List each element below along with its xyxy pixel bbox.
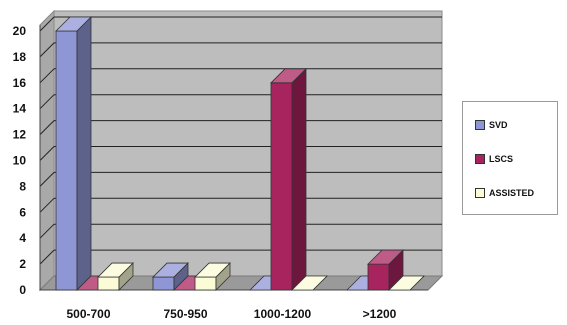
bar-top (55, 16, 92, 32)
gridline-side (39, 16, 55, 32)
bar-front (97, 276, 120, 291)
gridline-side (39, 249, 55, 265)
y-tick-label: 0 (19, 283, 26, 297)
gridline-side (39, 68, 55, 84)
legend-swatch-assisted (475, 188, 485, 198)
legend-label-svd: SVD (489, 120, 508, 130)
y-tick-label: 12 (13, 128, 27, 142)
bar-front (152, 276, 175, 291)
y-tick-label: 8 (19, 179, 26, 193)
gridline-side (39, 94, 55, 110)
y-tick-label: 18 (13, 50, 27, 64)
gridline-side (39, 120, 55, 135)
legend-swatch-lscs (475, 154, 485, 164)
bar-top (97, 262, 134, 278)
back-wall (53, 10, 443, 277)
y-tick-label: 10 (13, 154, 27, 168)
legend: SVD LSCS ASSISTED (462, 101, 558, 215)
bar-front (55, 30, 78, 291)
bar-top (367, 249, 404, 265)
bar-top (152, 262, 189, 278)
y-tick-label: 6 (19, 205, 26, 219)
bar-top (194, 262, 231, 278)
legend-item-assisted: ASSISTED (475, 186, 534, 200)
gridline-side (39, 146, 55, 161)
x-tick-label: 750-950 (163, 307, 207, 321)
side-wall (39, 9, 55, 292)
y-tick-label: 2 (19, 257, 26, 271)
y-tick-label: 4 (19, 231, 26, 245)
x-tick-label: >1200 (363, 307, 397, 321)
x-tick-label: 1000-1200 (254, 307, 312, 321)
bar-front (270, 82, 293, 291)
legend-item-lscs: LSCS (475, 152, 513, 166)
bar-front (194, 276, 217, 291)
x-tick-label: 500-700 (66, 307, 110, 321)
legend-label-assisted: ASSISTED (489, 188, 535, 198)
legend-item-svd: SVD (475, 118, 508, 132)
legend-swatch-svd (475, 120, 485, 130)
y-tick-label: 16 (13, 76, 27, 90)
y-tick-label: 20 (13, 24, 27, 38)
legend-label-lscs: LSCS (489, 154, 514, 164)
gridline-side (39, 197, 55, 213)
gridline-side (39, 172, 55, 187)
y-tick-label: 14 (13, 102, 27, 116)
gridline-side (39, 42, 55, 58)
bar-top (388, 275, 425, 291)
gridline-side (39, 223, 55, 239)
bar-top (291, 275, 328, 291)
bar-front (367, 263, 390, 291)
bar-top (270, 68, 307, 84)
bar-side (291, 67, 307, 291)
bar-side (76, 16, 92, 291)
